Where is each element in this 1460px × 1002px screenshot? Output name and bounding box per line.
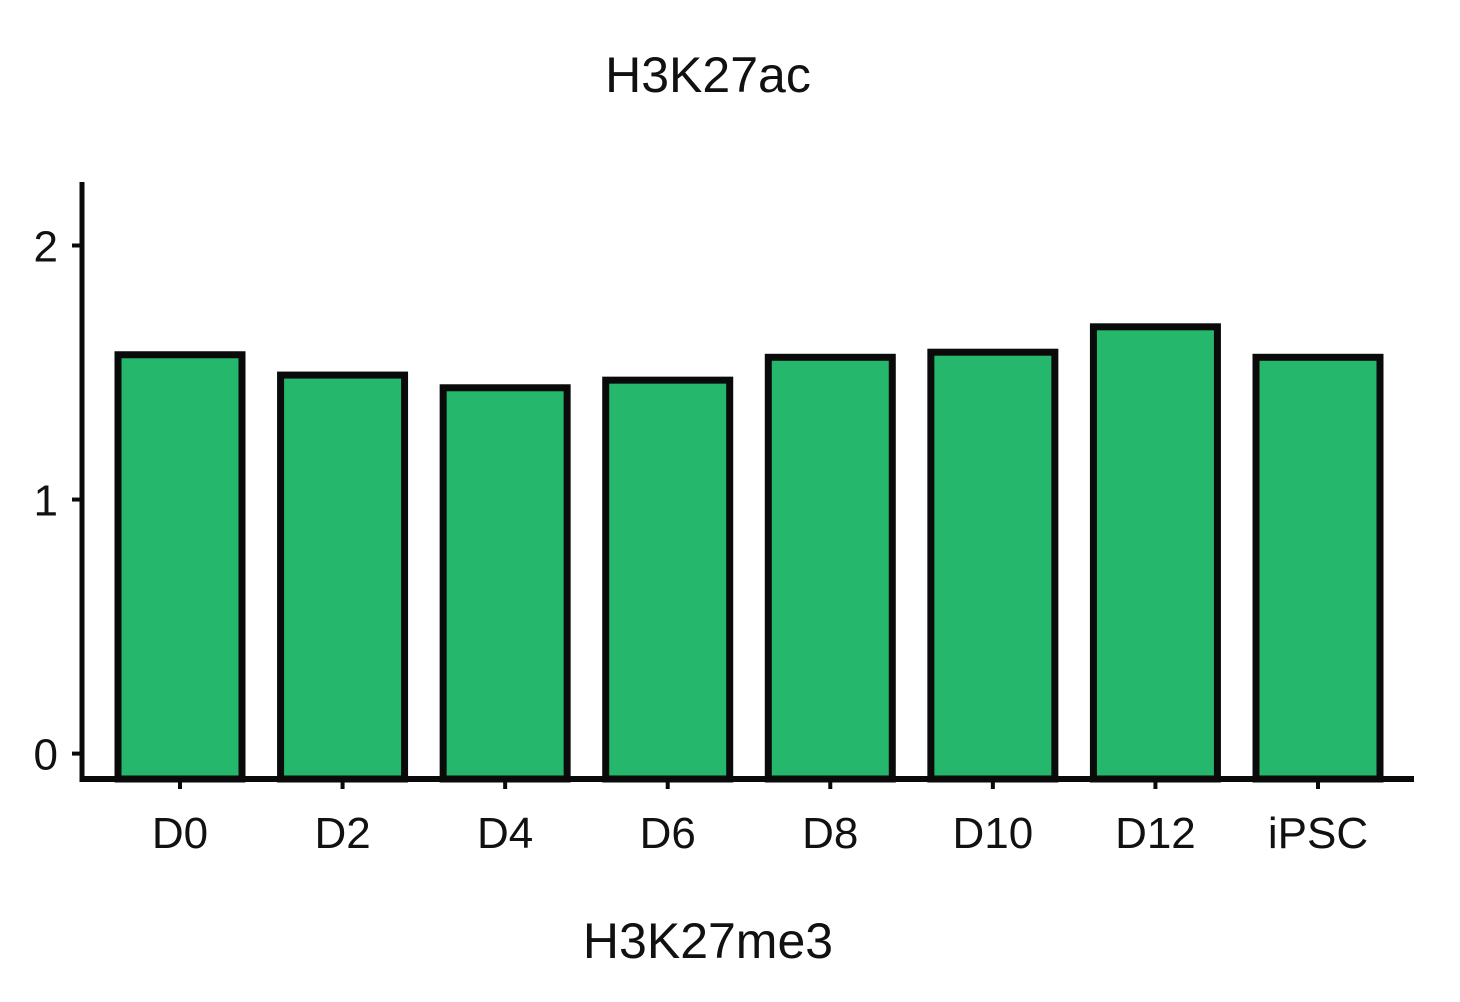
bar-d2 <box>277 371 409 783</box>
x-tick-label: D10 <box>952 809 1033 858</box>
x-tick-label: iPSC <box>1268 809 1368 858</box>
x-tick-label: D8 <box>802 809 858 858</box>
bars <box>114 323 1384 783</box>
x-tick-label: D2 <box>314 809 370 858</box>
y-axis-ticks: 0 1 2 <box>34 223 82 780</box>
y-tick-label: 2 <box>34 223 58 272</box>
x-tick-label: D4 <box>477 809 533 858</box>
x-tick-label: D12 <box>1115 809 1196 858</box>
bar-d8 <box>764 353 896 783</box>
x-tick-label: D6 <box>640 809 696 858</box>
bar-d0 <box>114 351 246 783</box>
y-tick-label: 0 <box>34 731 58 780</box>
chart-title: H3K27ac <box>605 47 811 103</box>
x-tick-label: D0 <box>152 809 208 858</box>
bar-d10 <box>927 348 1059 783</box>
bar-ipsc <box>1252 353 1384 783</box>
x-axis-ticks: D0 D2 D4 D6 D8 D10 D12 iPSC <box>152 779 1368 858</box>
bar-d4 <box>439 384 571 783</box>
bar-d6 <box>602 376 734 783</box>
y-tick-label: 1 <box>34 477 58 526</box>
bar-d12 <box>1089 323 1221 783</box>
x-axis-label: H3K27me3 <box>583 913 833 969</box>
